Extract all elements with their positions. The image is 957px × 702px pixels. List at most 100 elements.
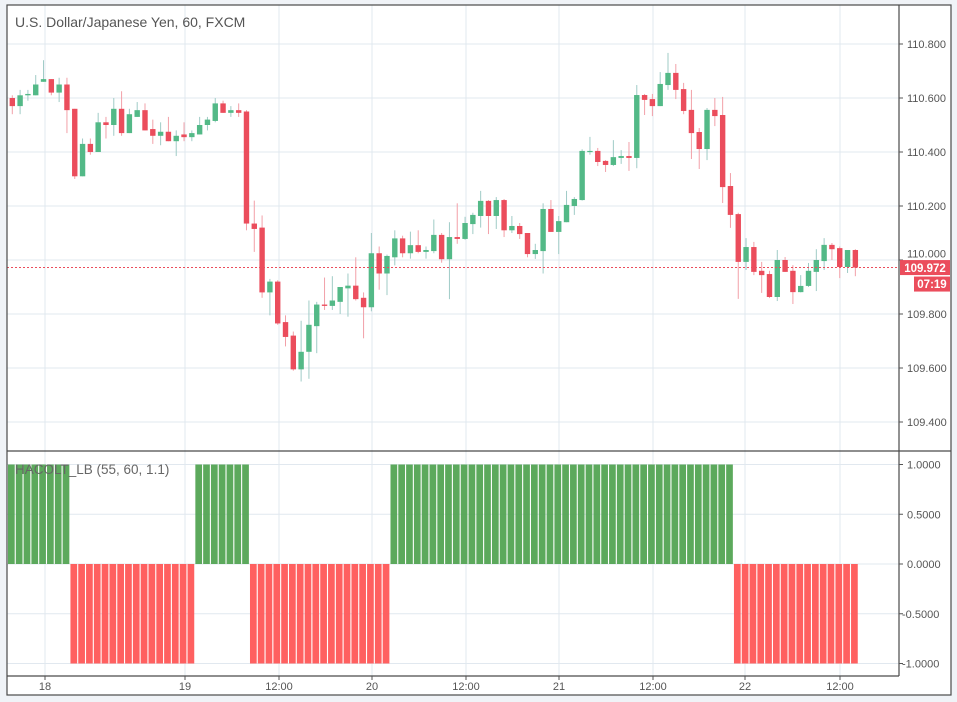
candle (454, 203, 460, 244)
candle-body (438, 234, 445, 260)
indicator-bar (15, 464, 23, 564)
indicator-bar (109, 564, 117, 664)
indicator-bar (242, 464, 249, 564)
last-price-badge (900, 260, 950, 276)
candle (501, 198, 507, 238)
indicator-bar (265, 564, 273, 664)
indicator-bar (273, 564, 281, 664)
candle (368, 233, 375, 312)
indicator-bar (8, 464, 15, 564)
candle-body (298, 351, 304, 370)
candle-body (649, 99, 656, 107)
candle (844, 250, 851, 273)
indicator-bar (499, 464, 507, 564)
time-tick-label: 21 (553, 681, 565, 693)
indicator-bar (788, 564, 796, 664)
indicator-bar (687, 464, 694, 564)
candle (9, 95, 15, 115)
indicator-bar (39, 464, 46, 564)
indicator-bar (843, 564, 850, 664)
candle (688, 89, 695, 160)
indicator-bar (343, 564, 351, 664)
candle (673, 63, 679, 100)
candle (306, 300, 312, 379)
candle-body (360, 297, 367, 308)
candle (134, 102, 140, 117)
candle-body (774, 260, 780, 297)
candle (563, 190, 570, 223)
candle-body (142, 110, 148, 131)
candle-body (321, 304, 328, 306)
candle-body (516, 225, 523, 235)
candle (680, 82, 687, 115)
candle (821, 238, 827, 270)
candle-body (657, 83, 663, 107)
candle (399, 235, 406, 258)
indicator-bar (733, 564, 741, 664)
candle (384, 254, 390, 296)
indicator-bar (562, 464, 569, 564)
candle (704, 107, 710, 161)
candle (95, 112, 101, 152)
candle (275, 280, 281, 325)
indicator-bar (468, 464, 476, 564)
candle (657, 72, 663, 107)
candle-body (415, 245, 421, 252)
candle-body (532, 250, 539, 255)
candle-body (501, 200, 507, 231)
candle (282, 315, 289, 347)
indicator-bar (632, 464, 640, 564)
candle (438, 233, 445, 263)
candle (103, 116, 109, 139)
chart-title: U.S. Dollar/Japanese Yen, 60, FXCM (15, 14, 246, 30)
indicator-bar (804, 564, 811, 664)
candle-body (602, 160, 609, 165)
candle (798, 275, 804, 293)
indicator-bar (515, 464, 523, 564)
candle (212, 98, 218, 123)
indicator-bar (70, 564, 78, 664)
indicator-bar (101, 564, 109, 664)
indicator-bar (117, 564, 124, 664)
candle-body (727, 186, 734, 215)
indicator-bar (164, 564, 171, 664)
indicator-bar (679, 464, 687, 564)
indicator-tick-label: -0.5000 (902, 609, 939, 621)
candle-body (306, 324, 312, 352)
candle-body (64, 84, 70, 111)
time-tick-label: 18 (39, 681, 51, 693)
indicator-bar (593, 464, 601, 564)
candle (56, 77, 62, 103)
indicator-bar (382, 564, 390, 664)
candle-body (837, 248, 843, 268)
candle-body (189, 133, 195, 138)
indicator-bar (86, 564, 93, 664)
indicator-tick-label: -1.0000 (902, 659, 939, 671)
candle-body (556, 221, 562, 232)
candle (509, 215, 515, 233)
candle (126, 108, 133, 134)
candle (758, 261, 765, 293)
candle (790, 265, 796, 305)
candle-body (282, 322, 289, 337)
indicator-bar (421, 464, 429, 564)
chart-frame (6, 4, 952, 696)
candle-body (72, 108, 78, 177)
candle (712, 98, 718, 127)
candle-body (805, 270, 812, 286)
candle (165, 116, 172, 142)
indicator-bar (148, 564, 156, 664)
indicator-bar (460, 464, 468, 564)
countdown-label: 07:19 (917, 279, 946, 291)
candle (524, 233, 531, 258)
time-tick-label: 12:00 (452, 681, 480, 693)
indicator-bar (203, 464, 210, 564)
candle (251, 200, 257, 252)
candle (157, 122, 164, 146)
candle (33, 75, 39, 96)
candle-body (431, 234, 437, 252)
candle (40, 60, 47, 82)
candle (602, 160, 609, 172)
indicator-bar (335, 564, 343, 664)
